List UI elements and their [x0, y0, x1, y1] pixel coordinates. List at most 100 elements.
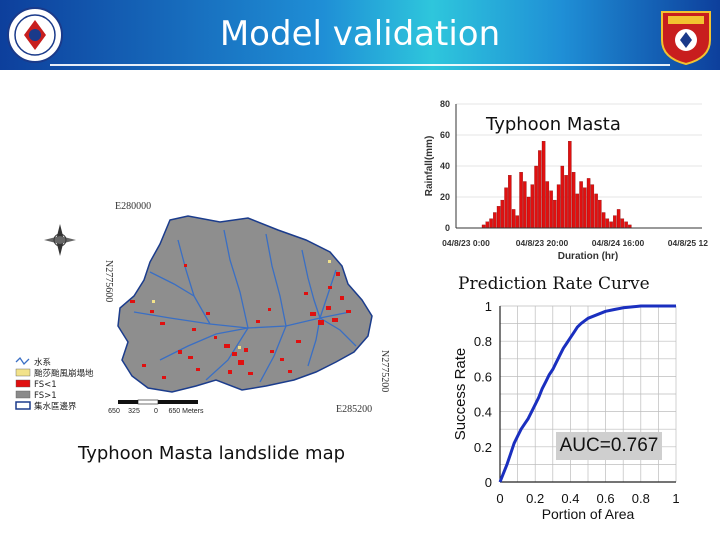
rainfall-bar	[549, 190, 553, 229]
scale-bar	[118, 399, 198, 405]
landslide-map-caption: Typhoon Masta landslide map	[78, 443, 346, 464]
rainfall-y-tick: 0	[445, 223, 450, 233]
map-right-coordinate: N2775200	[379, 350, 390, 392]
prediction-y-label: Success Rate	[452, 348, 469, 441]
legend-label: 集水區邊界	[34, 401, 77, 412]
legend-swatch	[15, 401, 31, 410]
rainfall-bar	[601, 212, 606, 229]
rainfall-bar	[508, 175, 512, 229]
rainfall-bar	[496, 206, 501, 229]
prediction-y-tick: 0	[485, 475, 492, 490]
slide-header: Model validation	[0, 0, 720, 70]
header-divider	[50, 64, 670, 66]
rainfall-bar	[598, 199, 602, 229]
rainfall-bar	[605, 218, 610, 229]
rainfall-bar	[538, 150, 542, 229]
rainfall-bar	[579, 181, 583, 229]
rainfall-bar	[526, 196, 531, 229]
rainfall-bar	[583, 187, 587, 229]
rainfall-bars	[481, 141, 632, 229]
rainfall-bar	[590, 184, 595, 229]
legend-label: 水系	[34, 357, 51, 368]
prediction-rate-chart: 0 0.2 0.4 0.6 0.8 1 0 0.2 0.4 0.6 0.8 1 Success Ra…	[452, 299, 680, 522]
rainfall-bar	[613, 215, 617, 229]
scale-label: 0	[154, 408, 158, 415]
map-left-coordinate: N2775600	[103, 260, 114, 302]
prediction-x-tick: 0	[496, 491, 503, 506]
rainfall-bar-chart: 0 20 40 60 80 04/8/23 0:00 04/8/23 20:00 04/8/…	[424, 99, 708, 262]
university-emblem-icon	[7, 7, 63, 63]
success-rate-curve	[498, 304, 676, 483]
north-arrow-icon	[44, 224, 76, 256]
prediction-x-tick: 0.2	[526, 491, 544, 506]
rainfall-y-tick: 60	[440, 130, 450, 140]
rainfall-bar	[586, 178, 591, 229]
institute-badge-icon	[661, 11, 711, 66]
rainfall-x-tick: 04/8/23 20:00	[516, 238, 569, 248]
rainfall-bar	[504, 187, 508, 229]
rainfall-bar	[620, 218, 625, 229]
rainfall-bar	[560, 165, 565, 229]
rainfall-bar	[534, 165, 538, 229]
prediction-x-tick: 0.8	[632, 491, 650, 506]
prediction-y-tick: 0.2	[474, 440, 492, 455]
rainfall-bar	[489, 218, 493, 229]
rainfall-bar	[519, 172, 523, 229]
rainfall-bar	[609, 221, 613, 229]
river-network	[133, 229, 357, 383]
rainfall-x-tick: 04/8/23 0:00	[442, 238, 490, 248]
rainfall-bar	[493, 212, 497, 229]
legend-label: FS<1	[34, 380, 57, 390]
scale-label: 325	[128, 408, 140, 415]
prediction-y-tick: 1	[485, 299, 492, 314]
scale-label: 650 Meters	[168, 408, 204, 415]
slide-title: Model validation	[219, 14, 501, 54]
scale-label: 650	[108, 408, 120, 415]
rainfall-bar	[500, 199, 505, 229]
rainfall-bar	[523, 181, 527, 229]
auc-label: AUC=0.767	[556, 432, 662, 460]
legend-swatch	[15, 390, 31, 399]
map-top-coordinate: E280000	[115, 201, 151, 212]
legend-label: FS>1	[34, 391, 57, 401]
rainfall-bar	[541, 141, 546, 229]
rainfall-bar	[553, 199, 557, 229]
prediction-x-tick: 0.4	[561, 491, 579, 506]
landslide-map: E280000 E285200 N2775600 N2775200	[15, 201, 390, 415]
prediction-x-tick: 1	[672, 491, 679, 506]
prediction-y-tick: 0.8	[474, 334, 492, 349]
legend-label: 颱莎颱風崩塌地	[34, 368, 94, 379]
rainfall-bar	[571, 172, 576, 229]
rainfall-bar	[556, 184, 561, 229]
rainfall-y-tick: 20	[440, 192, 450, 202]
rainfall-bar	[511, 209, 516, 229]
rainfall-bar	[568, 141, 572, 229]
rainfall-x-label: Duration (hr)	[558, 251, 619, 262]
rainfall-bar	[564, 175, 568, 229]
rainfall-bar	[594, 193, 598, 229]
prediction-x-tick: 0.6	[597, 491, 615, 506]
prediction-y-tick: 0.6	[474, 369, 492, 384]
prediction-chart-caption: Prediction Rate Curve	[458, 274, 650, 294]
map-bottom-coordinate: E285200	[336, 404, 372, 415]
rainfall-y-tick: 40	[440, 161, 450, 171]
rainfall-bar	[530, 184, 535, 229]
rainfall-bar	[485, 221, 490, 229]
landslide-patches	[130, 264, 351, 379]
historic-landslides	[152, 260, 331, 349]
rainfall-chart-caption: Typhoon Masta	[486, 114, 621, 135]
prediction-y-tick: 0.4	[474, 405, 492, 420]
rainfall-x-tick: 04/8/24 16:00	[592, 238, 645, 248]
rainfall-bar	[616, 209, 621, 229]
rainfall-y-label: Rainfall(mm)	[424, 136, 435, 197]
rainfall-bar	[575, 193, 580, 229]
legend-swatch	[15, 356, 30, 366]
rainfall-x-tick: 04/8/25 12:00	[668, 238, 708, 248]
rainfall-y-tick: 80	[440, 99, 450, 109]
legend-swatch	[15, 368, 31, 377]
rainfall-bar	[515, 215, 520, 229]
watershed-area	[117, 215, 373, 393]
rainfall-bar	[624, 221, 628, 229]
rainfall-bar	[545, 181, 550, 229]
